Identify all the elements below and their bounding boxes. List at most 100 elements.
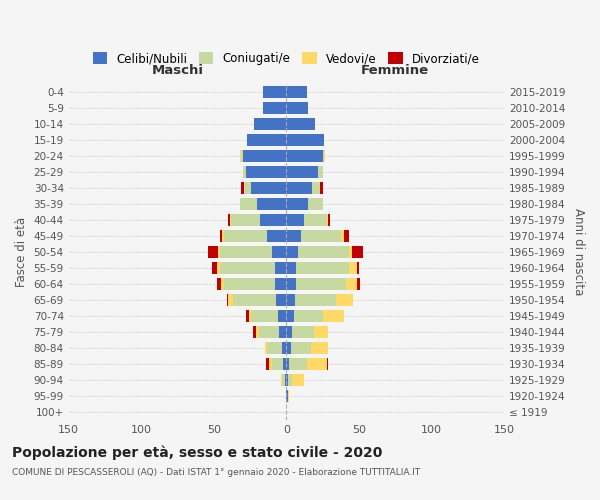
Bar — [313, 182, 320, 194]
Bar — [224, 230, 268, 242]
Bar — [286, 358, 289, 370]
Bar — [286, 374, 288, 386]
Bar — [208, 246, 218, 258]
Bar — [323, 150, 324, 162]
Bar — [324, 150, 325, 162]
Bar — [217, 262, 220, 274]
Bar — [286, 246, 298, 258]
Bar — [256, 326, 259, 338]
Bar — [223, 230, 224, 242]
Bar — [233, 294, 276, 306]
Bar — [286, 390, 288, 402]
Bar — [286, 150, 323, 162]
Bar — [286, 102, 308, 114]
Bar — [308, 198, 323, 210]
Bar — [286, 86, 307, 98]
Bar — [257, 198, 286, 210]
Bar — [278, 310, 286, 322]
Bar — [279, 326, 286, 338]
Bar — [259, 326, 279, 338]
Bar — [304, 214, 327, 226]
Bar — [286, 118, 316, 130]
Bar — [286, 262, 296, 274]
Bar — [254, 118, 286, 130]
Bar — [286, 310, 293, 322]
Bar — [253, 326, 256, 338]
Bar — [275, 262, 286, 274]
Text: Popolazione per età, sesso e stato civile - 2020: Popolazione per età, sesso e stato civil… — [12, 446, 382, 460]
Bar — [227, 294, 228, 306]
Bar — [243, 166, 245, 178]
Bar — [260, 214, 286, 226]
Bar — [288, 390, 289, 402]
Bar — [247, 134, 286, 146]
Bar — [320, 182, 323, 194]
Bar — [301, 230, 341, 242]
Text: Femmine: Femmine — [361, 64, 429, 77]
Bar — [352, 246, 363, 258]
Bar — [230, 214, 231, 226]
Bar — [221, 278, 224, 290]
Bar — [276, 294, 286, 306]
Bar — [286, 342, 290, 354]
Bar — [220, 230, 223, 242]
Bar — [292, 326, 314, 338]
Bar — [218, 246, 220, 258]
Legend: Celibi/Nubili, Coniugati/e, Vedovi/e, Divorziati/e: Celibi/Nubili, Coniugati/e, Vedovi/e, Di… — [87, 46, 486, 71]
Bar — [281, 374, 282, 386]
Bar — [323, 310, 344, 322]
Bar — [286, 326, 292, 338]
Bar — [286, 198, 308, 210]
Bar — [349, 262, 358, 274]
Bar — [296, 262, 349, 274]
Bar — [292, 374, 304, 386]
Bar — [240, 198, 257, 210]
Bar — [268, 230, 286, 242]
Bar — [282, 374, 285, 386]
Bar — [231, 214, 260, 226]
Bar — [266, 358, 269, 370]
Bar — [318, 166, 323, 178]
Y-axis label: Anni di nascita: Anni di nascita — [572, 208, 585, 296]
Bar — [307, 358, 327, 370]
Bar — [212, 262, 217, 274]
Bar — [243, 150, 286, 162]
Bar — [228, 294, 233, 306]
Bar — [241, 150, 243, 162]
Bar — [220, 262, 275, 274]
Bar — [344, 230, 349, 242]
Bar — [224, 278, 275, 290]
Bar — [265, 342, 268, 354]
Bar — [217, 278, 221, 290]
Bar — [245, 166, 286, 178]
Text: COMUNE DI PESCASSEROLI (AQ) - Dati ISTAT 1° gennaio 2020 - Elaborazione TUTTITAL: COMUNE DI PESCASSEROLI (AQ) - Dati ISTAT… — [12, 468, 420, 477]
Bar — [328, 214, 330, 226]
Bar — [269, 358, 272, 370]
Bar — [314, 326, 328, 338]
Bar — [251, 182, 286, 194]
Bar — [293, 310, 323, 322]
Bar — [275, 278, 286, 290]
Bar — [286, 278, 296, 290]
Bar — [241, 182, 244, 194]
Bar — [283, 358, 286, 370]
Bar — [296, 278, 346, 290]
Text: Maschi: Maschi — [151, 64, 203, 77]
Bar — [220, 246, 272, 258]
Bar — [290, 342, 311, 354]
Bar — [240, 150, 241, 162]
Bar — [228, 214, 230, 226]
Bar — [272, 358, 283, 370]
Bar — [327, 358, 328, 370]
Bar — [286, 182, 313, 194]
Bar — [286, 134, 324, 146]
Bar — [244, 182, 251, 194]
Bar — [358, 262, 359, 274]
Bar — [346, 278, 358, 290]
Bar — [286, 214, 304, 226]
Bar — [341, 230, 344, 242]
Bar — [327, 214, 328, 226]
Bar — [285, 374, 286, 386]
Bar — [263, 102, 286, 114]
Bar — [289, 358, 307, 370]
